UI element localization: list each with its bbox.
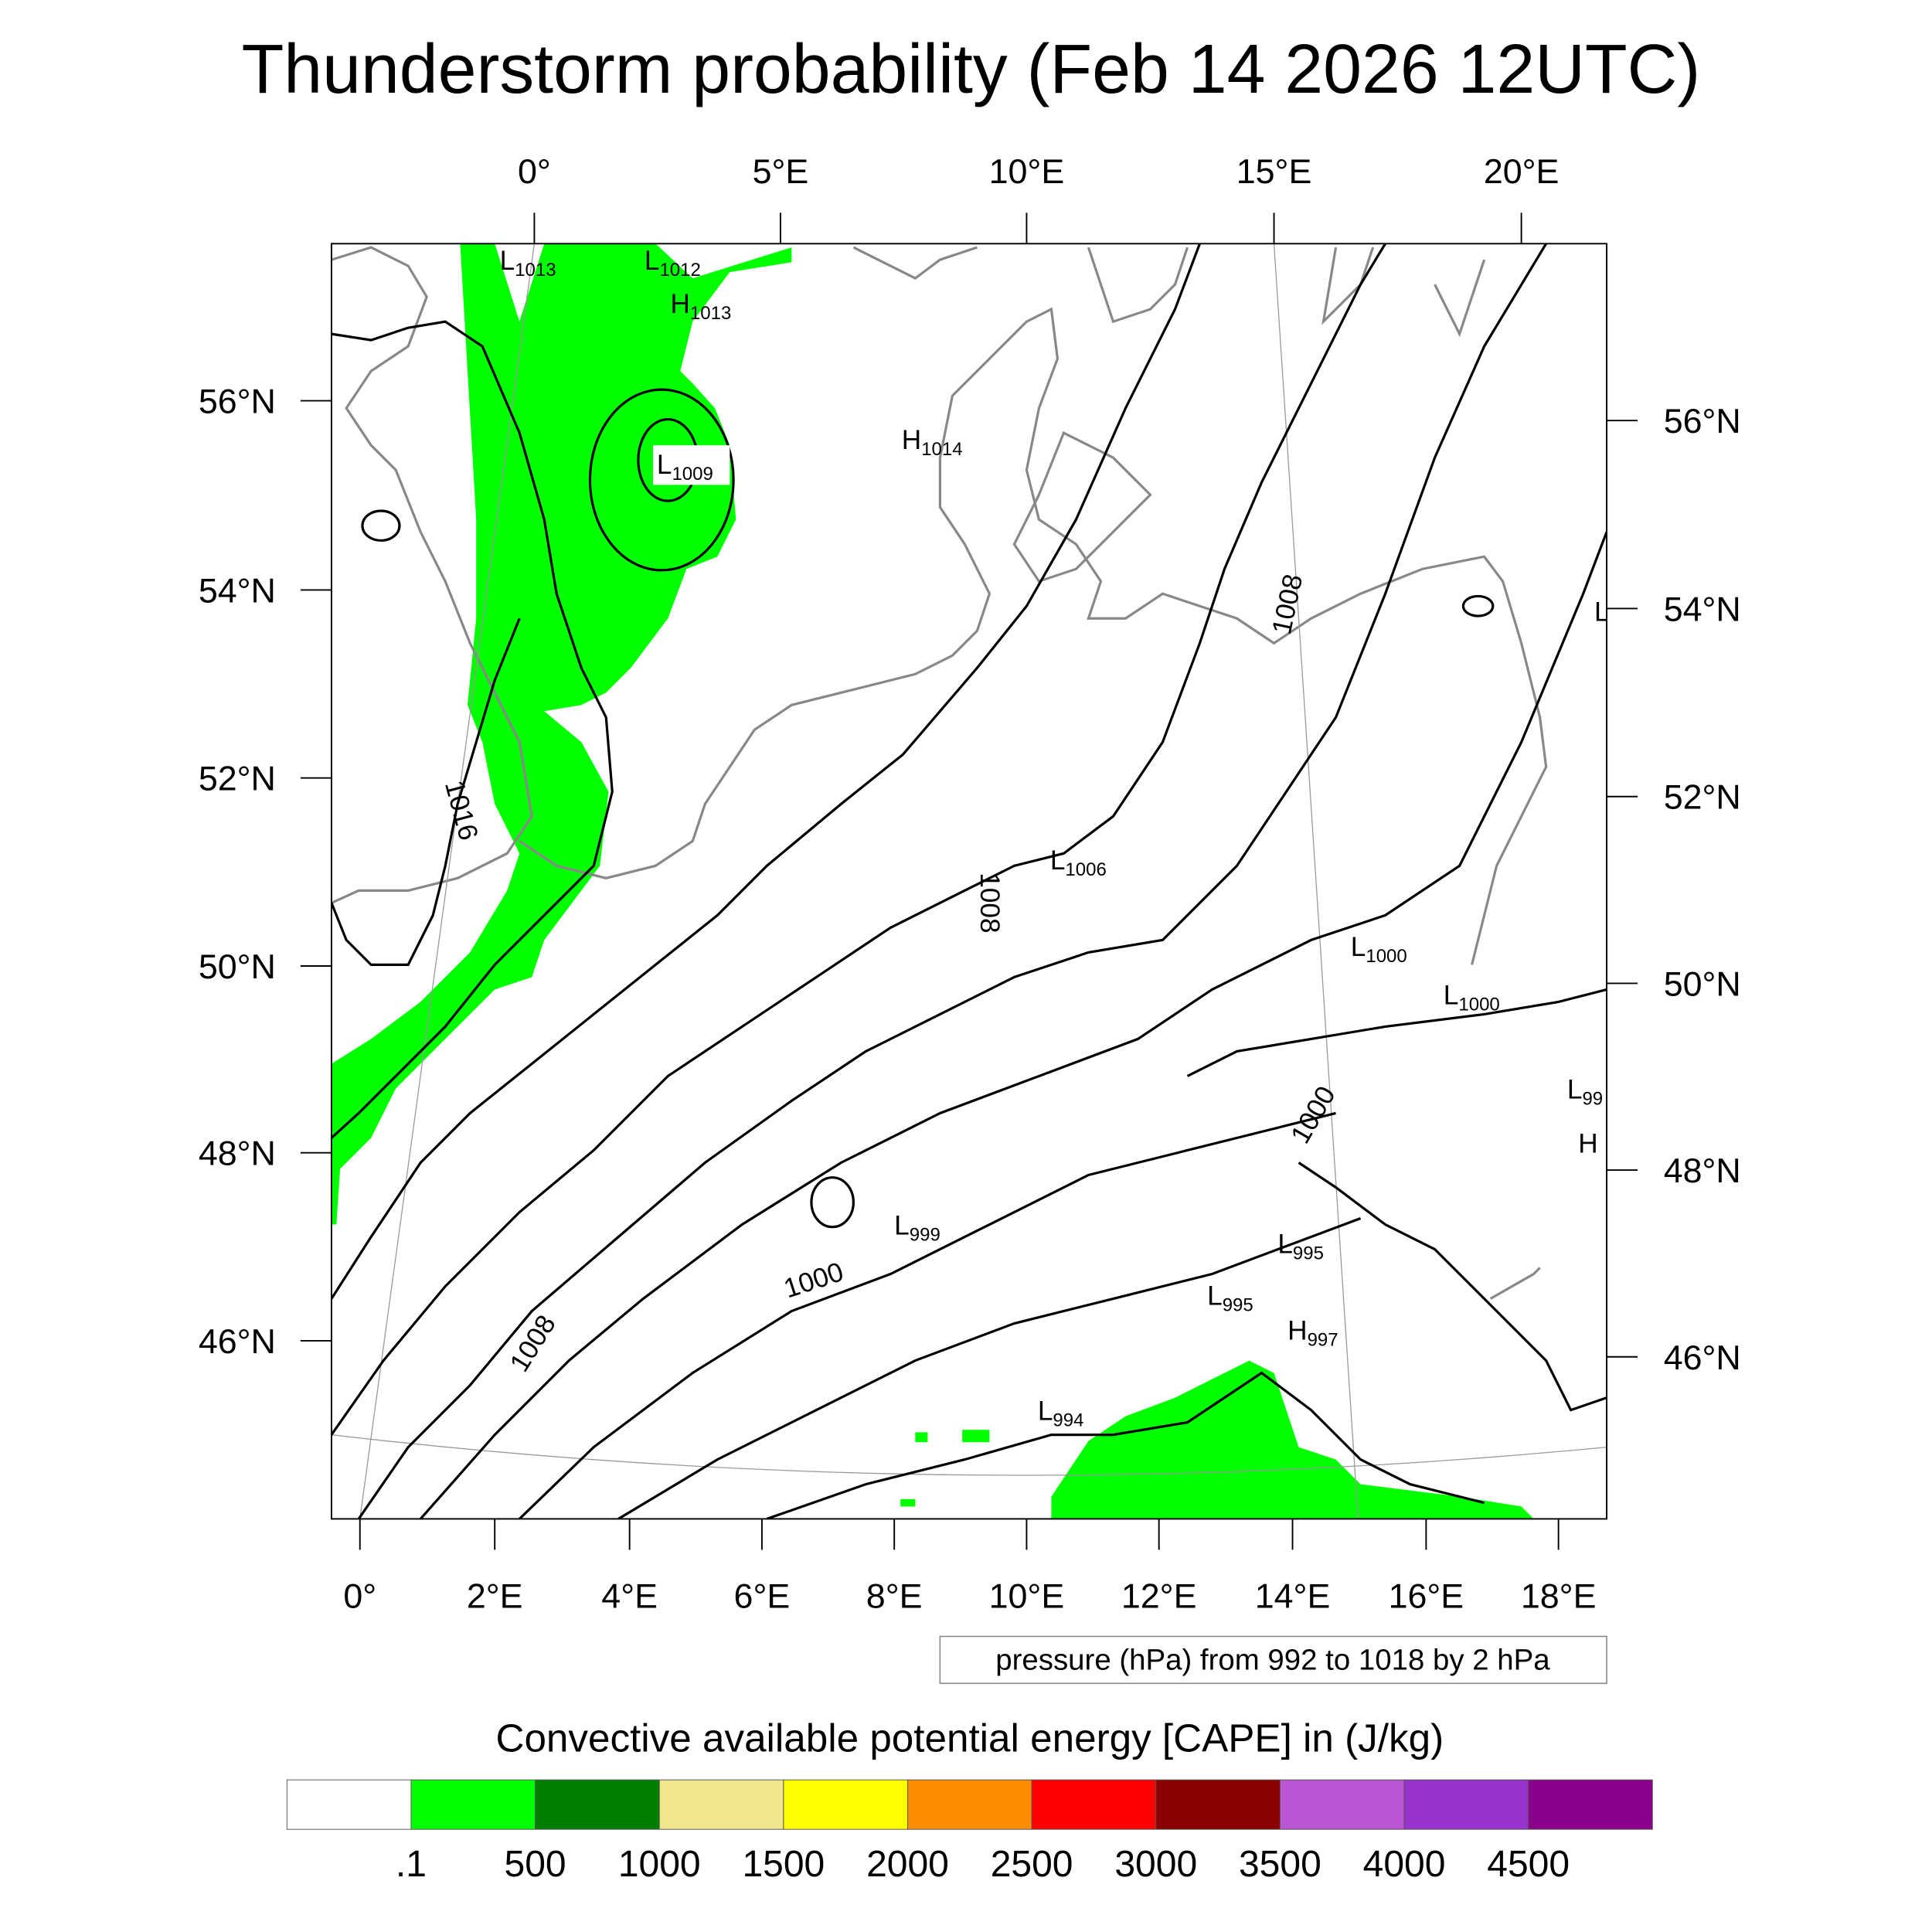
colorbar-label: 1500 xyxy=(742,1844,825,1885)
pressure-centers: L1013 L1012 H1013 L1009 H1014 L1006 L100… xyxy=(500,246,1610,1430)
pressure-center: L1013 xyxy=(500,246,556,281)
colorbar xyxy=(286,1779,1653,1830)
colorbar-title: Convective available potential energy [C… xyxy=(495,1716,1444,1760)
pressure-center: H1014 xyxy=(902,425,963,460)
colorbar-swatch xyxy=(1403,1779,1529,1830)
axis-ticks xyxy=(300,213,1638,1550)
colorbar-label: 3500 xyxy=(1239,1844,1321,1885)
tick-label: 10°E xyxy=(989,1577,1065,1616)
isobars xyxy=(331,243,1607,1519)
tick-label: 54°N xyxy=(1664,590,1741,628)
tick-label: 20°E xyxy=(1484,152,1560,191)
pressure-center: L995 xyxy=(1207,1281,1253,1316)
tick-label: 48°N xyxy=(199,1134,276,1173)
cape-area-north-sea xyxy=(331,243,792,1225)
tick-label: 0° xyxy=(518,152,551,191)
map-area: L1013 L1012 H1013 L1009 H1014 L1006 L100… xyxy=(331,243,1610,1519)
coastlines xyxy=(331,246,1548,1300)
colorbar-swatch xyxy=(658,1779,784,1830)
cape-spot xyxy=(900,1498,916,1507)
tick-label: 18°E xyxy=(1521,1577,1597,1616)
pressure-center: L1000 xyxy=(1351,932,1407,967)
pressure-center: L1012 xyxy=(645,246,701,281)
colorbar-label: .1 xyxy=(396,1844,427,1885)
colorbar-label: 2000 xyxy=(866,1844,949,1885)
pressure-center: L995 xyxy=(1277,1229,1324,1264)
tick-label: 8°E xyxy=(866,1577,923,1616)
tick-label: 50°N xyxy=(1664,964,1741,1003)
tick-label: 16°E xyxy=(1389,1577,1464,1616)
tick-label: 2°E xyxy=(467,1577,523,1616)
tick-label: 0° xyxy=(343,1577,376,1616)
tick-label: 50°N xyxy=(199,947,276,986)
pressure-center: L99 xyxy=(1567,1074,1603,1109)
colorbar-label: 3000 xyxy=(1114,1844,1197,1885)
colorbar-swatch xyxy=(783,1779,908,1830)
pressure-center: L999 xyxy=(894,1210,940,1245)
tick-label: 56°N xyxy=(1664,402,1741,440)
chart-title: Thunderstorm probability (Feb 14 2026 12… xyxy=(242,30,1701,107)
tick-label: 15°E xyxy=(1236,152,1312,191)
colorbar-swatch xyxy=(1279,1779,1405,1830)
colorbar-labels: .1 500 1000 1500 2000 2500 3000 3500 4000 4500 xyxy=(396,1844,1570,1885)
pressure-center: L1009 xyxy=(657,450,713,485)
cape-area-alps xyxy=(1051,1360,1534,1519)
colorbar-swatch xyxy=(286,1779,412,1830)
pressure-center: H1013 xyxy=(670,289,731,324)
colorbar-label: 500 xyxy=(505,1844,566,1885)
colorbar-label: 2500 xyxy=(991,1844,1073,1885)
contour-info-text: pressure (hPa) from 992 to 1018 by 2 hPa xyxy=(995,1644,1550,1677)
pressure-center: L xyxy=(1594,597,1610,627)
pressure-center: H xyxy=(1578,1129,1597,1159)
pressure-center: L994 xyxy=(1038,1396,1084,1430)
cape-spot xyxy=(915,1432,928,1443)
pressure-center: H997 xyxy=(1287,1315,1338,1350)
tick-label: 46°N xyxy=(1664,1338,1741,1377)
tick-label: 10°E xyxy=(989,152,1065,191)
tick-label: 6°E xyxy=(734,1577,791,1616)
tick-label: 14°E xyxy=(1255,1577,1331,1616)
cape-spot xyxy=(962,1430,990,1443)
colorbar-swatch xyxy=(535,1779,660,1830)
tick-label: 52°N xyxy=(199,760,276,798)
tick-label: 52°N xyxy=(1664,778,1741,817)
colorbar-swatch xyxy=(1528,1779,1653,1830)
colorbar-label: 1000 xyxy=(618,1844,701,1885)
colorbar-label: 4000 xyxy=(1363,1844,1446,1885)
graticule xyxy=(331,243,1607,1519)
map-frame xyxy=(330,243,1608,1520)
colorbar-swatch xyxy=(1031,1779,1157,1830)
colorbar-swatch xyxy=(410,1779,536,1830)
pressure-center: L1006 xyxy=(1050,845,1107,880)
contour-label: 1008 xyxy=(975,872,1005,933)
tick-label: 4°E xyxy=(601,1577,658,1616)
tick-label: 54°N xyxy=(199,571,276,610)
colorbar-swatch xyxy=(907,1779,1032,1830)
pressure-center: L1000 xyxy=(1444,981,1500,1015)
tick-label: 56°N xyxy=(199,383,276,421)
tick-label: 48°N xyxy=(1664,1151,1741,1190)
tick-labels: 0° 5°E 10°E 15°E 20°E 0° 2°E 4°E 6°E 8°E… xyxy=(199,152,1741,1616)
colorbar-label: 4500 xyxy=(1487,1844,1570,1885)
contour-info-box xyxy=(939,1635,1607,1685)
colorbar-swatch xyxy=(1155,1779,1281,1830)
tick-label: 5°E xyxy=(753,152,809,191)
tick-label: 12°E xyxy=(1121,1577,1197,1616)
tick-label: 46°N xyxy=(199,1322,276,1361)
